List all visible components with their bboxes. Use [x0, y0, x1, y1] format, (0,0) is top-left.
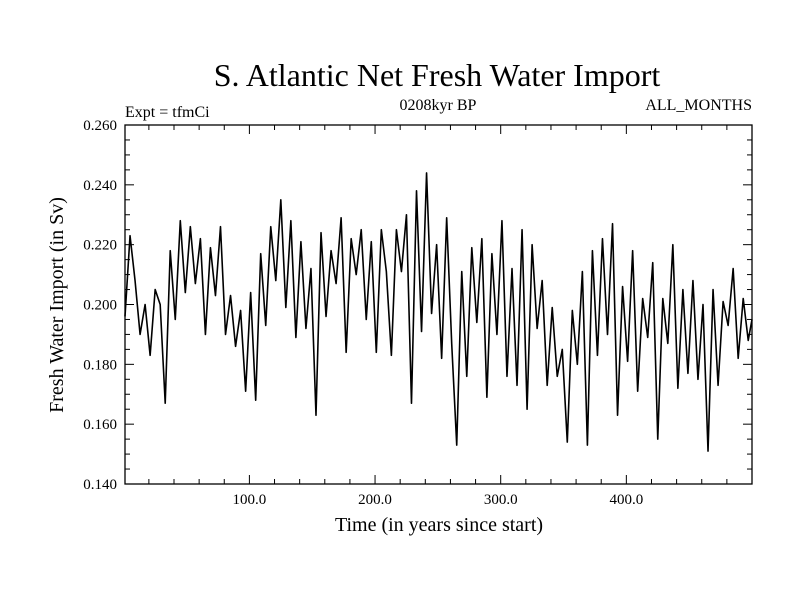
series-line	[124, 172, 753, 452]
y-tick-label: 0.260	[83, 118, 117, 134]
y-tick-label: 0.140	[83, 477, 117, 493]
experiment-label: Expt = tfmCi	[125, 104, 210, 121]
x-axis-label: Time (in years since start)	[335, 514, 543, 536]
x-tick-label: 200.0	[358, 492, 392, 508]
plot-frame	[124, 124, 753, 485]
y-tick-labels: 0.140 0.160 0.180 0.200 0.220 0.240 0.260	[83, 118, 117, 493]
x-tick-label: 100.0	[233, 492, 267, 508]
x-tick-label: 300.0	[484, 492, 518, 508]
chart-title: S. Atlantic Net Fresh Water Import	[214, 57, 661, 93]
x-tick-labels: 100.0 200.0 300.0 400.0	[233, 492, 644, 508]
y-axis-label: Fresh Water Import (in Sv)	[46, 197, 68, 413]
y-tick-label: 0.200	[83, 298, 117, 314]
y-tick-label: 0.160	[83, 417, 117, 433]
months-label: ALL_MONTHS	[645, 97, 752, 114]
y-tick-label: 0.240	[83, 178, 117, 194]
period-label: 0208kyr BP	[400, 97, 477, 114]
x-tick-label: 400.0	[609, 492, 643, 508]
y-tick-label: 0.220	[83, 238, 117, 254]
y-tick-label: 0.180	[83, 357, 117, 373]
